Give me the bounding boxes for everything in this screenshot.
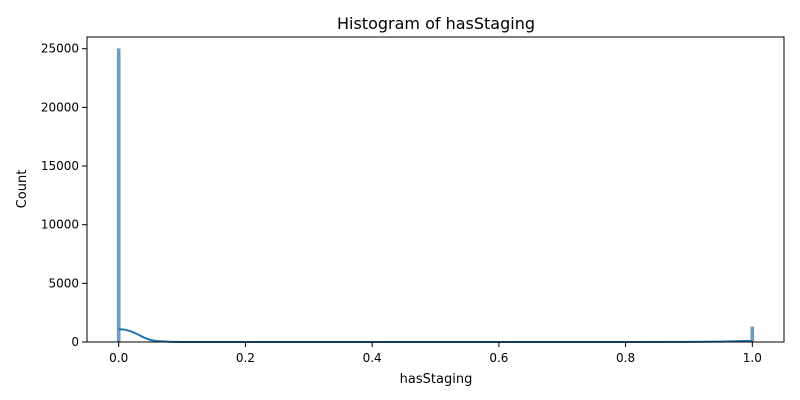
y-tick-label: 10000 — [41, 218, 79, 232]
x-tick-label: 0.4 — [363, 351, 382, 365]
y-tick-label: 15000 — [41, 159, 79, 173]
x-tick-label: 0.0 — [109, 351, 128, 365]
y-tick-label: 25000 — [41, 42, 79, 56]
histogram-bar — [750, 326, 755, 343]
chart-title: Histogram of hasStaging — [337, 14, 535, 33]
y-tick-label: 5000 — [48, 276, 79, 290]
histogram-bar — [116, 48, 121, 343]
x-tick-label: 0.6 — [489, 351, 508, 365]
x-axis-label: hasStaging — [400, 372, 473, 387]
y-tick-label: 20000 — [41, 100, 79, 114]
y-axis-label: Count — [15, 170, 30, 209]
axis-ticks: 0.0 0.2 0.4 0.6 0.8 1.0 0 5000 10000 15000 20000 25… — [41, 42, 762, 365]
x-tick-label: 0.2 — [236, 351, 255, 365]
y-tick-label: 0 — [71, 335, 79, 349]
x-tick-label: 1.0 — [743, 351, 762, 365]
plot-frame — [86, 36, 785, 343]
x-tick-label: 0.8 — [616, 351, 635, 365]
